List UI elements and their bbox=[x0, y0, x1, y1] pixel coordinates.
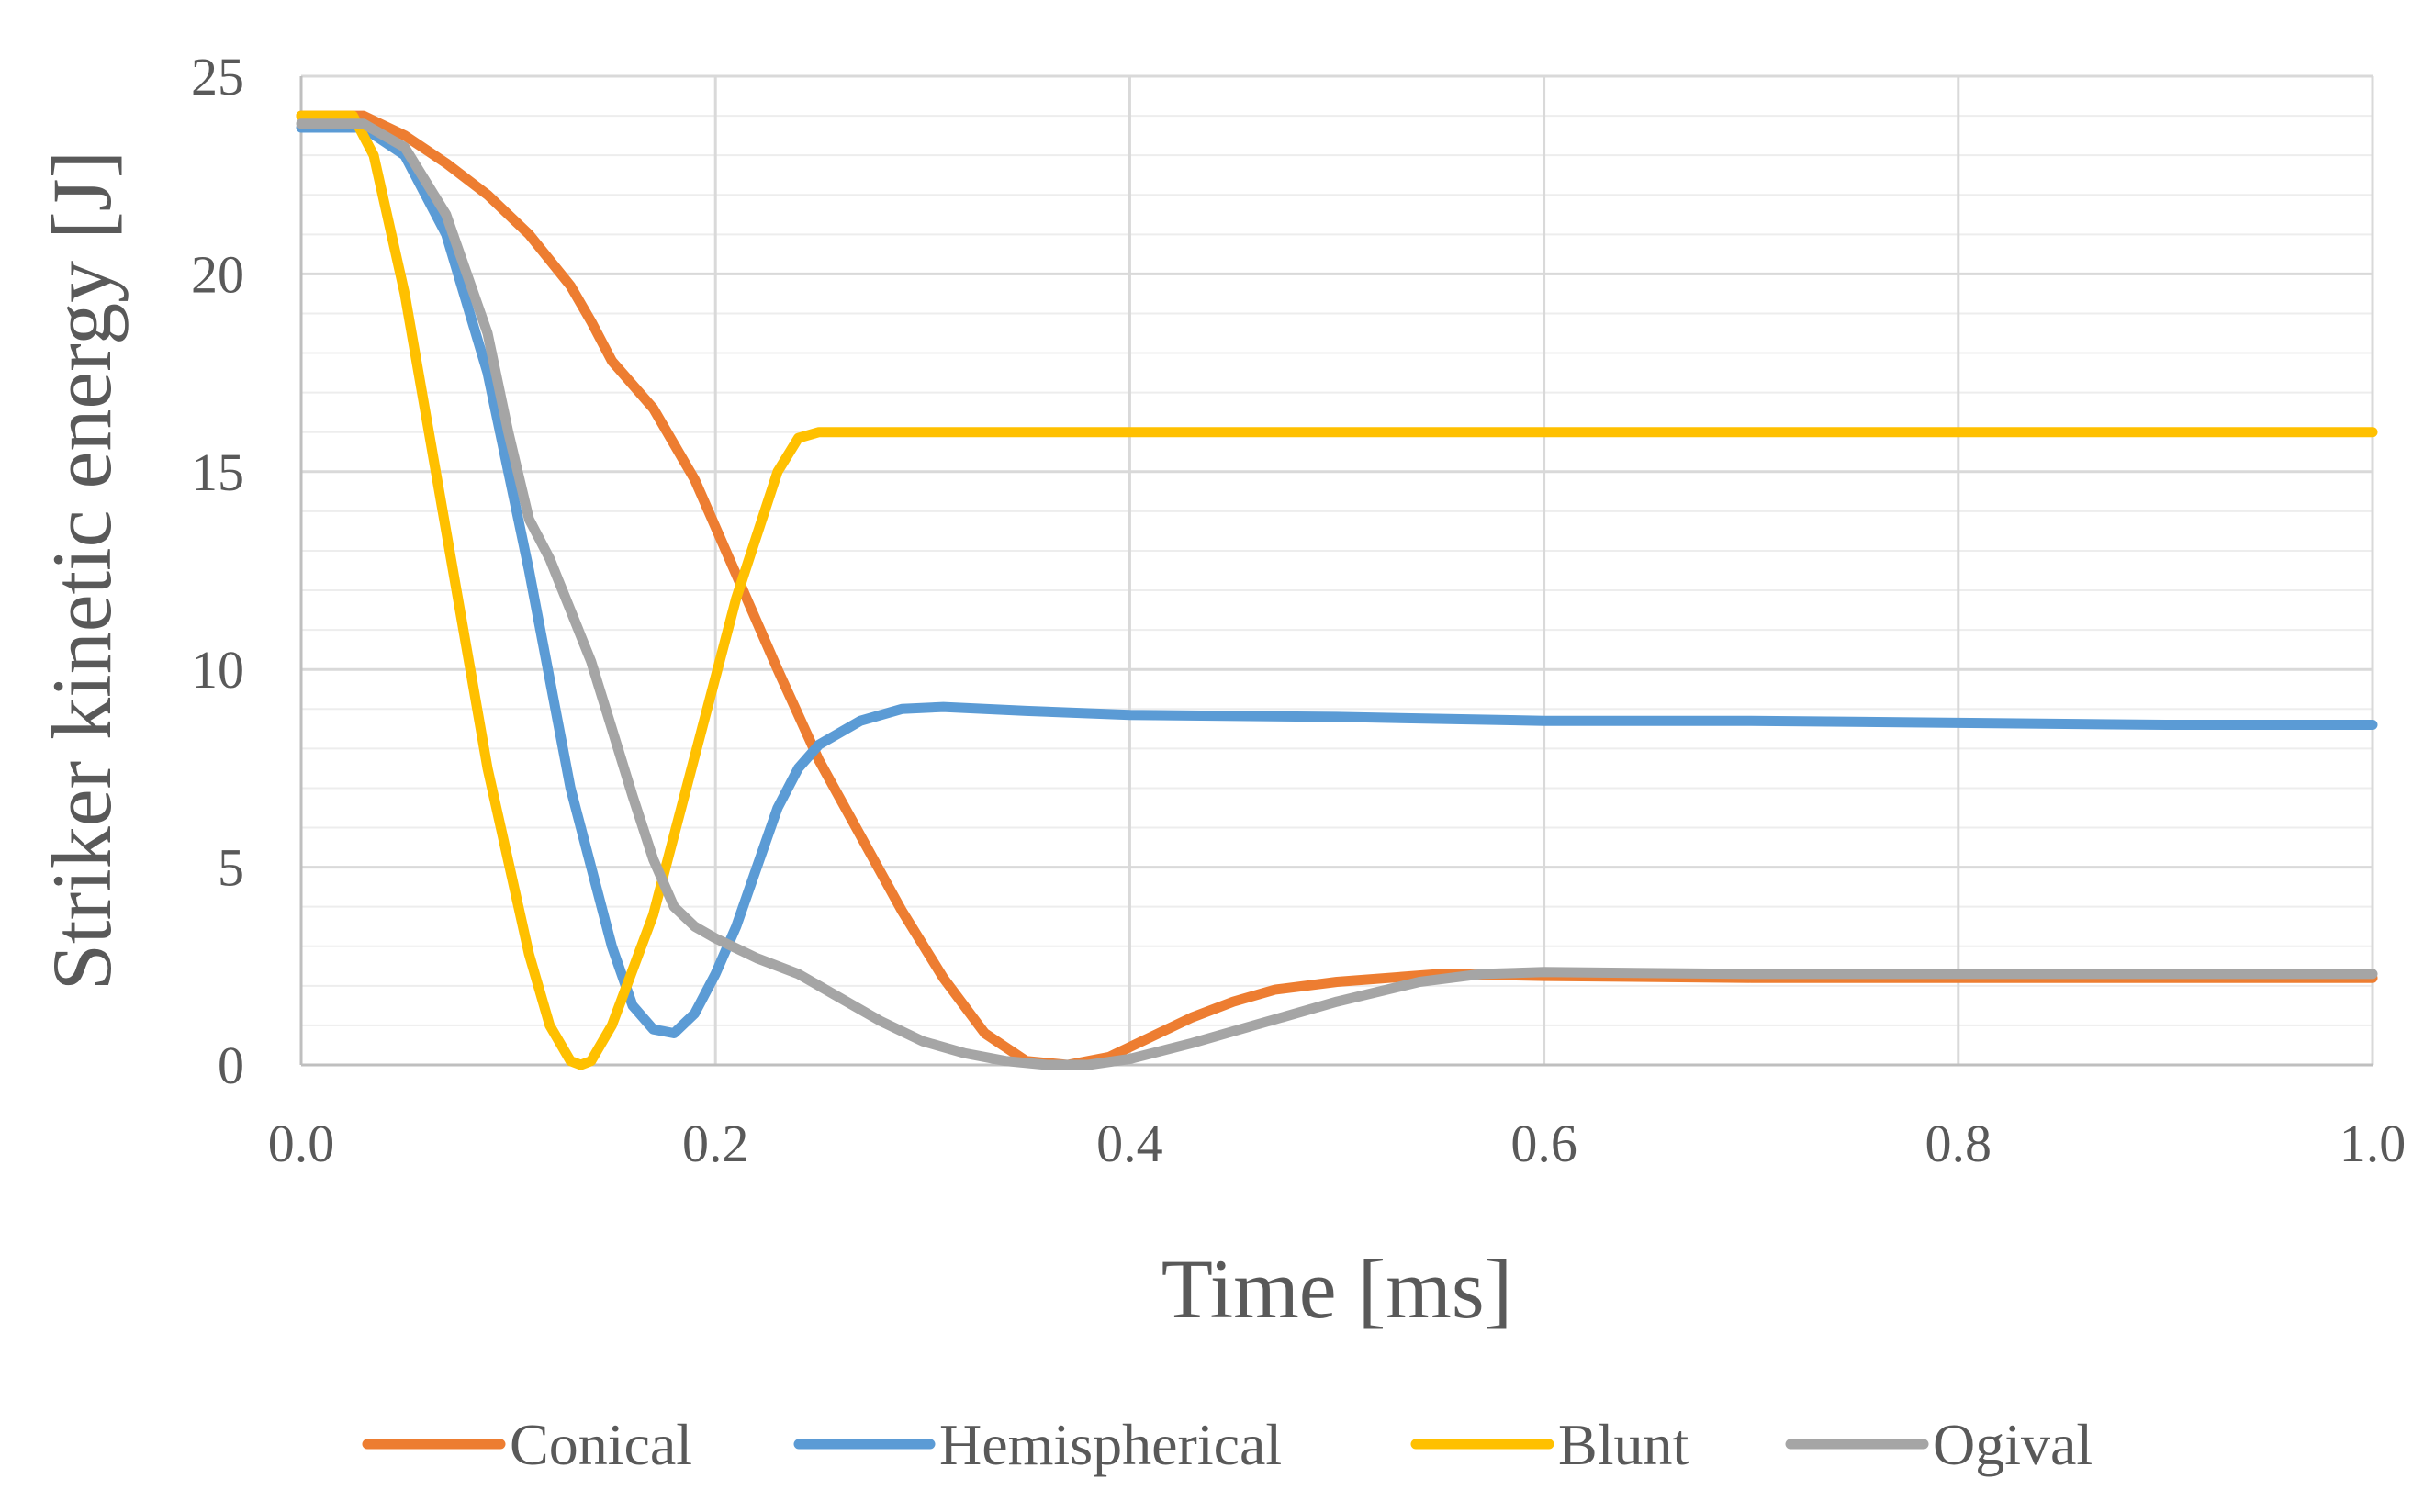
axes bbox=[299, 76, 2373, 1067]
x-tick-label: 0.0 bbox=[268, 1114, 335, 1173]
series-layer bbox=[296, 110, 2378, 1070]
series-line-conical bbox=[296, 110, 2378, 1070]
legend: Conical Hemispherical Blunt Ogival bbox=[362, 1412, 2093, 1477]
legend-label-hemispherical: Hemispherical bbox=[939, 1412, 1282, 1477]
minor-gridlines bbox=[301, 115, 2373, 1026]
x-tick-label: 1.0 bbox=[2340, 1114, 2407, 1173]
legend-label-blunt: Blunt bbox=[1558, 1412, 1689, 1477]
legend-label-conical: Conical bbox=[510, 1412, 692, 1477]
y-tick-label: 10 bbox=[191, 640, 244, 700]
x-axis-title: Time [ms] bbox=[1161, 1242, 1513, 1336]
x-tick-label: 0.6 bbox=[1510, 1114, 1577, 1173]
x-tick-label: 0.8 bbox=[1925, 1114, 1992, 1173]
y-tick-label: 15 bbox=[191, 442, 244, 502]
y-axis-title: Striker kinetic energy [J] bbox=[35, 151, 129, 991]
tick-labels: 0 5 10 15 20 25 0.0 0.2 0.4 0.6 0.8 1.0 bbox=[191, 47, 2406, 1173]
x-tick-label: 0.2 bbox=[682, 1114, 749, 1173]
series-line-hemispherical bbox=[296, 122, 2378, 1038]
y-tick-label: 5 bbox=[218, 838, 244, 898]
legend-label-ogival: Ogival bbox=[1933, 1412, 2093, 1477]
series-line-blunt bbox=[296, 110, 2378, 1070]
x-tick-label: 0.4 bbox=[1096, 1114, 1163, 1173]
major-gridlines bbox=[301, 74, 2374, 1065]
series-line-ogival bbox=[296, 118, 2378, 1070]
y-tick-label: 0 bbox=[218, 1036, 244, 1095]
y-tick-label: 20 bbox=[191, 244, 244, 304]
y-tick-label: 25 bbox=[191, 47, 244, 106]
